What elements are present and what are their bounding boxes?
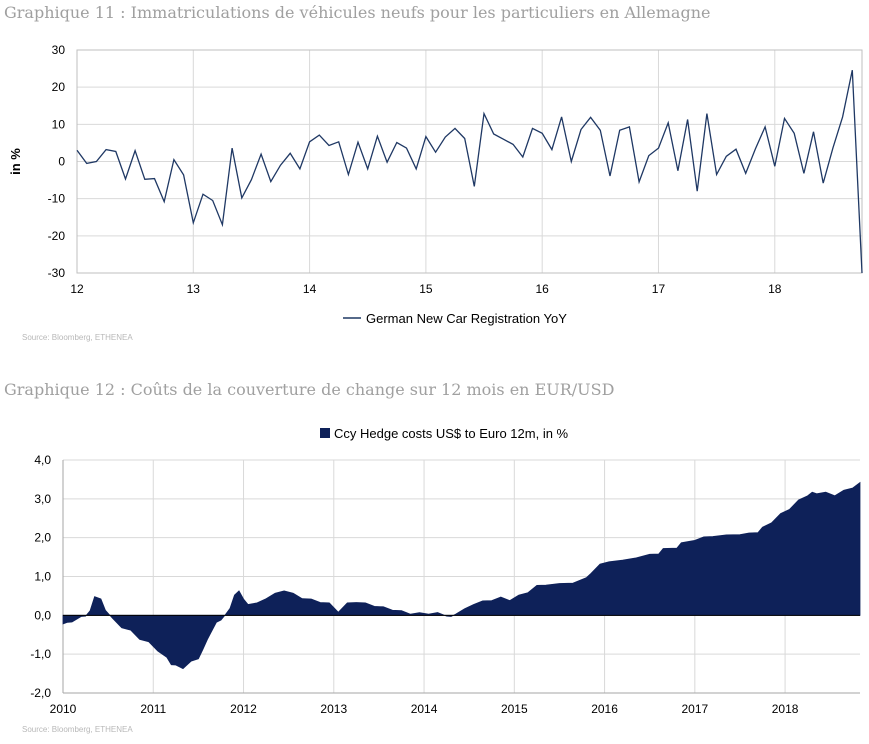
chart2-y-tick: -2,0 [30,686,51,700]
chart2-x-tick: 2015 [501,702,528,716]
chart2-y-tick: 4,0 [34,453,51,467]
chart1-source: Source: Bloomberg, ETHENEA [22,333,133,342]
chart1-y-tick: -30 [48,266,66,280]
chart2-y-tick: -1,0 [30,647,51,661]
chart2-legend-swatch [320,428,330,438]
chart1-y-axis-label: in % [8,148,23,175]
chart1-y-tick: 10 [52,117,66,131]
chart2-y-tick: 2,0 [34,531,51,545]
chart1-title: Graphique 11 : Immatriculations de véhic… [4,3,711,22]
chart2-x-tick: 2018 [772,702,799,716]
chart2-x-tick: 2011 [140,702,166,716]
chart1-y-tick: -10 [48,192,66,206]
chart1-y-tick: 20 [52,80,66,94]
chart2-x-tick: 2014 [411,702,438,716]
chart1-y-tick: 30 [52,43,66,57]
chart2-y-tick: 3,0 [34,492,51,506]
chart1-x-tick: 13 [187,282,201,296]
chart2-source: Source: Bloomberg, ETHENEA [22,725,133,734]
chart1-x-tick: 18 [768,282,782,296]
chart1-x-tick: 17 [652,282,666,296]
chart1-legend-label: German New Car Registration YoY [366,311,567,326]
chart1-x-tick: 12 [70,282,84,296]
chart2-x-tick: 2017 [681,702,708,716]
chart2-x-tick: 2010 [50,702,77,716]
chart2-x-tick: 2013 [320,702,347,716]
chart2-title: Graphique 12 : Coûts de la couverture de… [4,380,615,399]
chart2-y-tick: 1,0 [34,570,51,584]
chart2-y-tick: 0,0 [34,608,51,622]
chart1-x-tick: 14 [303,282,317,296]
chart1-x-tick: 16 [536,282,550,296]
chart1-x-tick: 15 [419,282,433,296]
chart1-plot-frame [76,49,863,274]
chart1-series-line [76,69,863,274]
chart1-y-tick: 0 [58,155,65,169]
chart1-svg: 30 20 10 0 -10 -20 -30 12 13 14 15 16 17 18 in % German… [8,43,863,326]
chart2-series-area [62,481,861,670]
chart2-x-tick: 2016 [591,702,618,716]
chart1-y-tick: -20 [48,229,66,243]
chart2-x-tick: 2012 [230,702,257,716]
chart2-legend-label: Ccy Hedge costs US$ to Euro 12m, in % [334,426,569,441]
